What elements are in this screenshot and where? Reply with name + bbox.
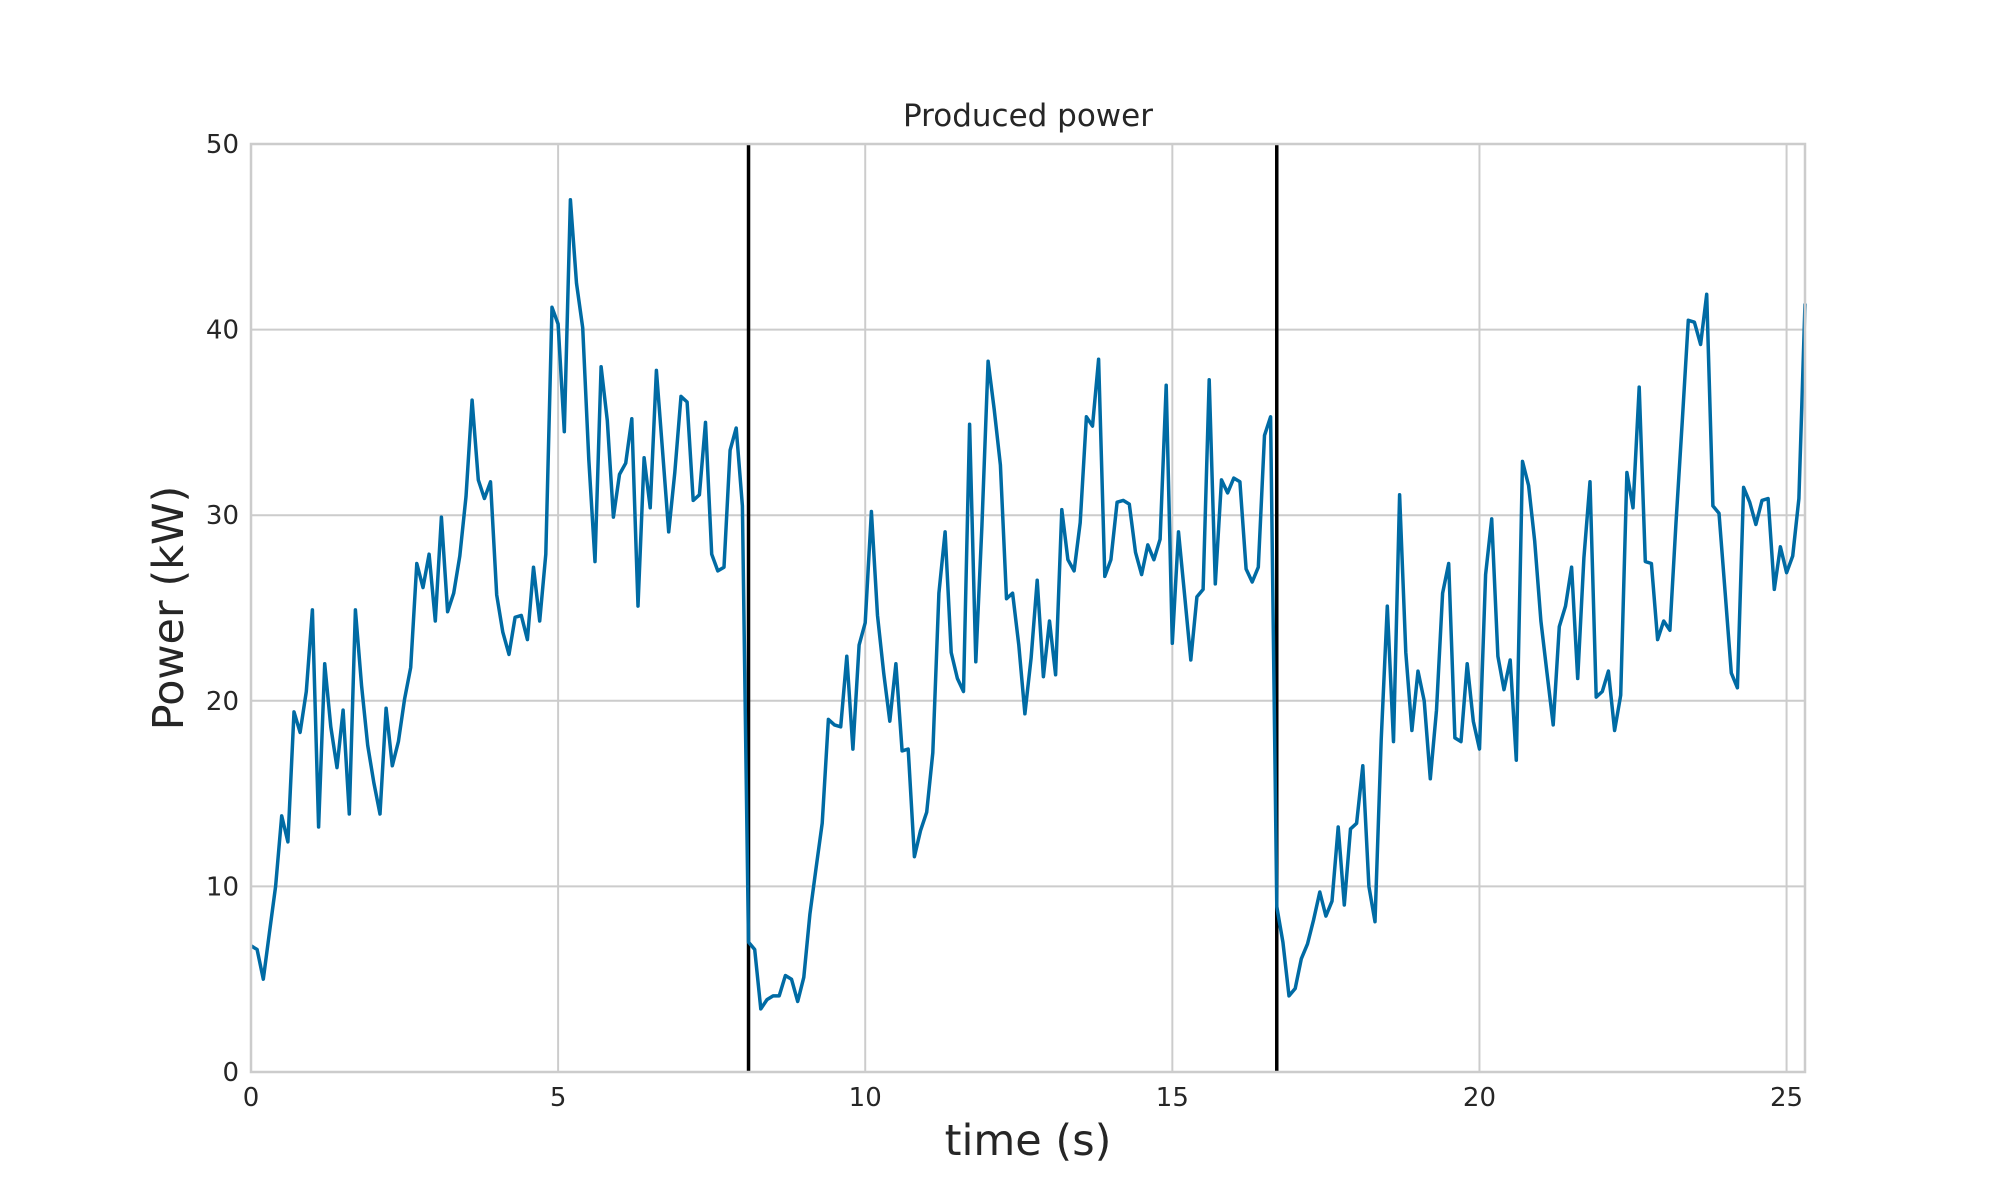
- y-tick-label: 40: [206, 316, 239, 346]
- x-tick-label: 5: [550, 1083, 567, 1113]
- chart-title: Produced power: [903, 98, 1153, 134]
- plot-background: [251, 144, 1805, 1072]
- y-tick-label: 50: [206, 130, 239, 160]
- y-axis-label: Power (kW): [144, 486, 194, 731]
- y-tick-label: 0: [222, 1058, 239, 1088]
- y-tick-label: 20: [206, 687, 239, 717]
- x-axis-label: time (s): [945, 1116, 1112, 1166]
- x-tick-label: 25: [1770, 1083, 1803, 1113]
- y-tick-label: 10: [206, 872, 239, 902]
- x-tick-label: 0: [243, 1083, 260, 1113]
- x-tick-label: 15: [1156, 1083, 1189, 1113]
- series-line-power: [250, 197, 1807, 1011]
- tick-labels: 0 5 10 15 20 25 0 10 20 30 40 50: [206, 130, 1803, 1113]
- y-tick-label: 30: [206, 501, 239, 531]
- x-tick-label: 20: [1463, 1083, 1496, 1113]
- x-tick-label: 10: [849, 1083, 882, 1113]
- plot-frame: [249, 142, 1807, 1074]
